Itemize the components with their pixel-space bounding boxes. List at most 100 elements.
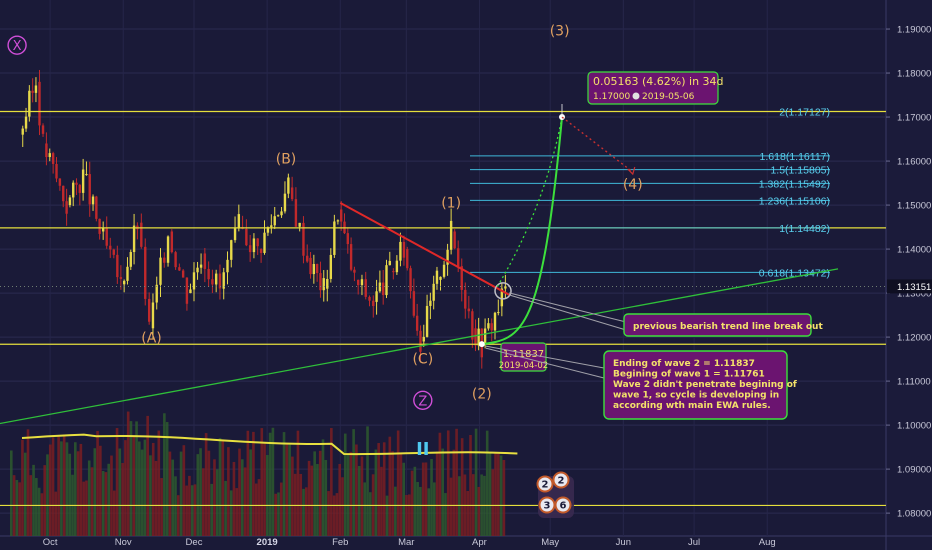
candle-body xyxy=(425,305,429,337)
candle-body xyxy=(309,257,312,275)
wave-note-pointer xyxy=(485,345,605,369)
candle-body xyxy=(140,222,143,247)
candle-body xyxy=(91,196,95,205)
price-tick-label: 1.12000 xyxy=(897,333,931,344)
volume-bar xyxy=(485,430,489,536)
candle-body xyxy=(203,253,207,269)
candle-body xyxy=(72,182,75,198)
candle-body xyxy=(429,300,432,306)
event-badge-icon[interactable] xyxy=(552,471,570,489)
volume-bar xyxy=(174,476,177,536)
candle-body xyxy=(196,267,199,273)
volume-bar xyxy=(79,443,83,536)
candle-body xyxy=(185,277,189,304)
projection-solid-curve xyxy=(481,116,563,346)
candle-body xyxy=(155,284,158,303)
candle-body xyxy=(290,187,294,200)
volume-bar xyxy=(229,490,233,536)
candle-body xyxy=(166,236,170,263)
wave-note-line: Ending of wave 2 = 1.11837 xyxy=(613,359,755,369)
volume-bar xyxy=(271,427,275,536)
candle-body xyxy=(68,197,72,206)
candle-body xyxy=(24,116,28,129)
volume-bar xyxy=(352,429,355,536)
time-tick-label: Nov xyxy=(115,537,132,548)
candle-body xyxy=(259,249,263,253)
wave-note-pointer xyxy=(485,347,605,379)
volume-bar xyxy=(168,451,172,536)
volume-bar xyxy=(154,460,158,536)
volume-bar xyxy=(254,483,258,536)
volume-bar xyxy=(407,494,411,536)
volume-bar xyxy=(396,430,400,536)
candle-body xyxy=(399,241,402,261)
volume-bar xyxy=(324,460,328,536)
volume-bar xyxy=(291,456,294,536)
candle-body xyxy=(312,263,316,275)
volume-bar xyxy=(382,442,386,536)
event-badge-icon[interactable] xyxy=(554,496,572,514)
candle-body xyxy=(504,286,507,289)
candle-body xyxy=(276,215,280,217)
volume-bar xyxy=(380,466,383,536)
candle-body xyxy=(298,222,301,227)
candle-body xyxy=(294,199,298,227)
fib-level-label: 1.236(1.15106) xyxy=(759,195,830,207)
wave-label: (1) xyxy=(441,195,461,211)
volume-bar xyxy=(346,453,350,536)
candle-body xyxy=(252,238,256,253)
volume-bar xyxy=(107,463,111,536)
volume-bar xyxy=(446,430,450,536)
candle-body xyxy=(21,128,24,135)
time-tick-label: 2019 xyxy=(257,537,278,548)
candle-body xyxy=(356,279,360,286)
candle-body xyxy=(55,163,58,179)
volume-bar xyxy=(18,482,21,536)
volume-bar xyxy=(279,482,283,536)
volume-bar xyxy=(221,439,225,536)
volume-bar xyxy=(274,493,277,536)
volume-bar xyxy=(338,463,342,536)
volume-bar xyxy=(199,448,202,536)
wave-label: II xyxy=(416,439,429,460)
volume-bar xyxy=(355,444,358,536)
volume-bar xyxy=(213,459,216,536)
candle-body xyxy=(467,308,471,312)
volume-bar xyxy=(202,468,205,536)
candle-body xyxy=(248,245,252,253)
volume-bar xyxy=(257,479,261,536)
candle-body xyxy=(48,153,51,158)
volume-bar xyxy=(218,437,222,536)
candle-body xyxy=(129,252,132,267)
breakout-circle xyxy=(494,282,512,300)
wave-label: Z xyxy=(418,394,427,409)
volume-bar xyxy=(46,454,49,536)
fib-level-label: 1(1.14482) xyxy=(779,223,830,235)
projection-arrowhead xyxy=(627,166,636,176)
volume-bar xyxy=(40,493,44,536)
volume-bar xyxy=(232,461,236,536)
volume-bar xyxy=(207,450,211,536)
candle-body xyxy=(336,220,340,222)
volume-bar xyxy=(494,452,497,536)
candle-body xyxy=(329,254,333,279)
candle-body xyxy=(439,276,442,280)
measure-box-price: 1.17000 xyxy=(593,92,630,102)
volume-bar xyxy=(419,486,422,536)
volume-bar xyxy=(140,449,144,536)
event-badge-icon[interactable] xyxy=(536,475,554,493)
candle-body xyxy=(222,272,225,289)
candle-body xyxy=(65,201,68,214)
volume-bar xyxy=(502,460,506,536)
candle-body xyxy=(449,220,453,250)
candle-body xyxy=(62,185,65,202)
wave-note-box xyxy=(603,350,788,420)
candle-body xyxy=(333,221,336,255)
trend-line-bearish xyxy=(339,201,511,297)
candle-body xyxy=(28,90,31,117)
volume-bar xyxy=(143,439,147,536)
candle-body xyxy=(266,227,270,233)
volume-bar xyxy=(307,460,311,536)
candle-body xyxy=(170,231,174,253)
